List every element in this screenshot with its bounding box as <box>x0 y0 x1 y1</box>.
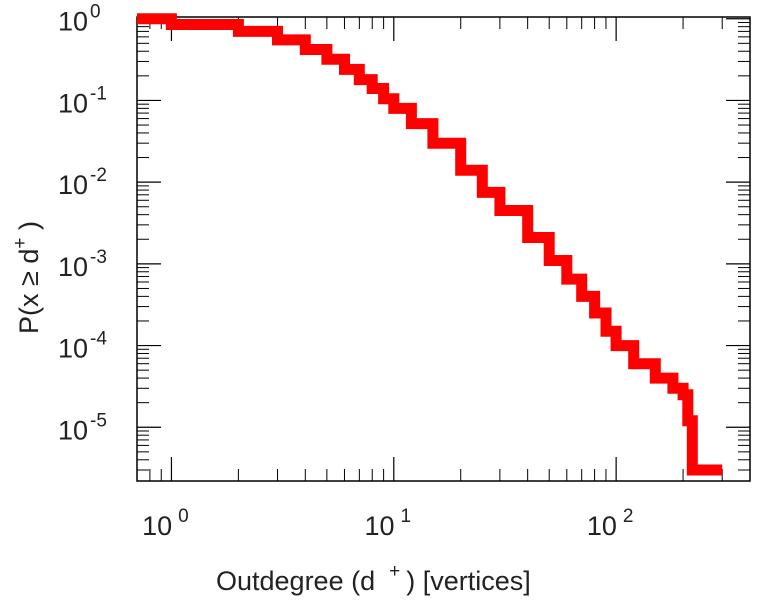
minor-ticks <box>136 17 751 481</box>
y-tick-base: 10 <box>58 252 88 282</box>
y-tick-label: 10 0 <box>58 2 101 37</box>
y-tick-exp: -2 <box>90 165 107 186</box>
y-tick-exp: -4 <box>90 329 107 350</box>
x-axis-title-prefix: Outdegree (d <box>216 566 375 596</box>
series-line <box>137 13 723 476</box>
y-axis-title: P(x ≥ d+ ) <box>10 221 44 334</box>
y-axis-title-prefix: P(x ≥ d <box>14 249 44 334</box>
x-tick-label: 10 1 <box>364 506 411 541</box>
y-tick-exp: 0 <box>90 2 101 23</box>
y-tick-label: 10 -2 <box>58 165 107 200</box>
x-tick-exp: 2 <box>623 506 634 527</box>
x-tick-exp: 0 <box>178 506 189 527</box>
y-tick-exp: -5 <box>90 410 107 431</box>
x-tick-base: 10 <box>587 511 617 541</box>
x-axis-title-sup: + <box>389 561 400 582</box>
y-tick-exp: -3 <box>90 247 107 268</box>
series-layer <box>137 13 723 476</box>
y-tick-label: 10 -4 <box>58 329 107 364</box>
y-tick-label: 10 -3 <box>58 247 107 282</box>
y-tick-label: 10 -1 <box>58 83 107 118</box>
y-tick-base: 10 <box>58 88 88 118</box>
y-axis-title-sup: + <box>10 238 31 249</box>
y-tick-base: 10 <box>58 334 88 364</box>
x-tick-base: 10 <box>364 511 394 541</box>
y-tick-exp: -1 <box>90 83 107 104</box>
y-tick-label: 10 -5 <box>58 410 107 445</box>
x-tick-exp: 1 <box>401 506 412 527</box>
tick-labels: 10 0 10 1 10 210 010 -110 -210 -310 -410 -5 <box>58 2 633 541</box>
y-tick-base: 10 <box>58 415 88 445</box>
x-axis-title: Outdegree (d + ) [vertices] <box>216 561 531 596</box>
x-tick-label: 10 2 <box>587 506 634 541</box>
x-tick-label: 10 0 <box>142 506 189 541</box>
y-tick-base: 10 <box>58 7 88 37</box>
plot-frame <box>136 16 751 482</box>
x-axis-title-suffix: ) [vertices] <box>406 566 531 596</box>
y-axis-title-suffix: ) <box>14 221 44 238</box>
x-tick-base: 10 <box>142 511 172 541</box>
y-tick-base: 10 <box>58 170 88 200</box>
major-ticks <box>137 17 750 481</box>
